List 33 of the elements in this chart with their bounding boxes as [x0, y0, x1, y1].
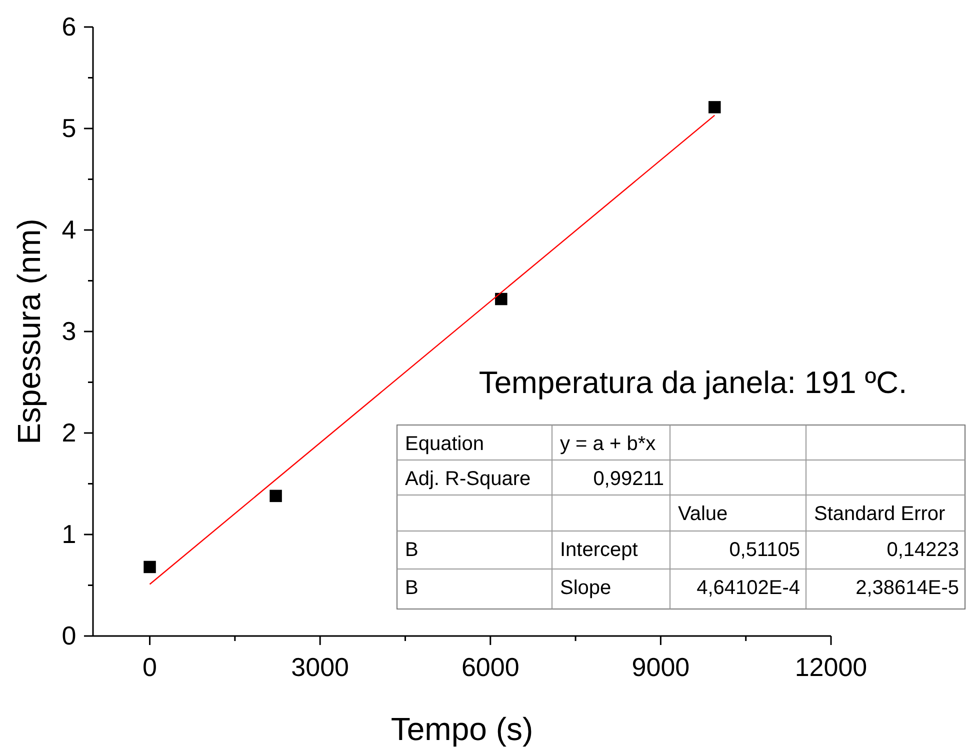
- y-tick-label: 2: [62, 417, 76, 448]
- annotation: Slope: [560, 577, 612, 599]
- x-tick-label: 0: [142, 652, 158, 682]
- annotation: Intercept: [560, 539, 638, 561]
- annotation: Standard Error: [814, 503, 946, 525]
- annotation: B: [405, 539, 418, 561]
- x-tick-label: 12000: [794, 652, 868, 682]
- annotation: 0,99211: [593, 468, 664, 490]
- y-tick-label: 1: [62, 518, 76, 549]
- point: [144, 560, 156, 574]
- point: [270, 490, 282, 502]
- x-tick-label: 6000: [461, 652, 520, 682]
- point: [495, 292, 508, 306]
- annotation: Equation: [405, 433, 484, 455]
- x-tick-label: 3000: [291, 652, 349, 682]
- y-tick-label: 3: [62, 316, 76, 346]
- point: [708, 101, 721, 114]
- y-tick-label: 0: [62, 620, 76, 650]
- y-tick-label: 6: [62, 11, 76, 42]
- y-axis-title: Espessura (nm): [11, 218, 47, 444]
- annotation: B: [405, 577, 418, 599]
- y-tick-label: 4: [62, 214, 76, 244]
- annotation: Temperatura da janela: 191 ºC.: [478, 365, 908, 400]
- annotation: Value: [678, 503, 728, 525]
- y-tick-label: 5: [62, 112, 76, 143]
- x-axis-title: Tempo (s): [390, 711, 534, 747]
- annotation: y = a + b*x: [560, 433, 656, 455]
- text: 0,14223: [886, 539, 959, 561]
- text: 2,38614E-5: [856, 577, 959, 599]
- x-tick-label: 9000: [632, 652, 690, 682]
- annotation: Adj. R-Square: [405, 468, 531, 490]
- annotation: 4,64102E-4: [696, 577, 800, 599]
- annotation: 0,51105: [729, 539, 800, 561]
